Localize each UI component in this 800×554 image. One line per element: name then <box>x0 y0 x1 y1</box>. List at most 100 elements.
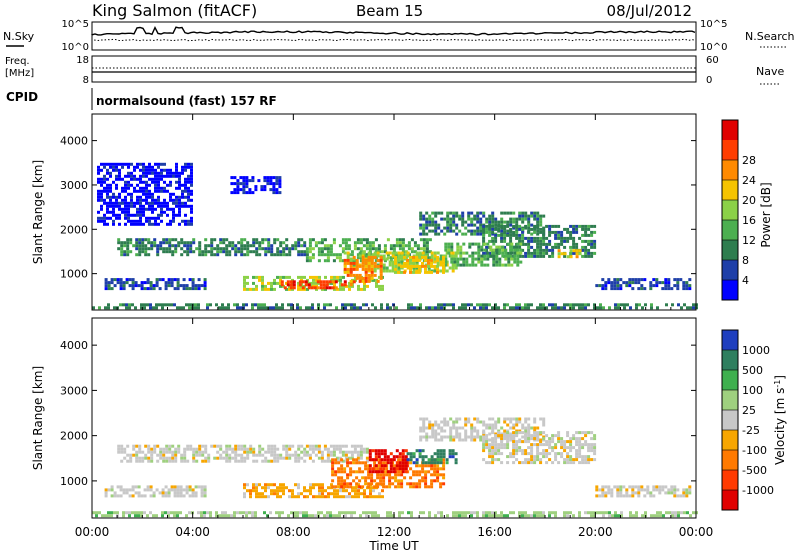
range-gate-cell <box>119 485 123 489</box>
range-gate-cell <box>308 447 312 451</box>
range-gate-cell <box>659 514 662 518</box>
range-gate-cell <box>404 253 408 257</box>
range-gate-cell <box>400 479 404 483</box>
range-gate-cell <box>167 284 171 288</box>
range-gate-cell <box>242 179 246 183</box>
range-gate-cell <box>655 278 659 282</box>
range-gate-cell <box>504 254 508 258</box>
range-gate-cell <box>242 188 246 192</box>
range-gate-cell <box>404 464 408 468</box>
range-gate-cell <box>485 511 488 515</box>
range-gate-cell <box>479 211 483 215</box>
range-gate-cell <box>305 306 308 310</box>
range-gate-cell <box>191 281 195 285</box>
range-gate-cell <box>187 192 190 196</box>
range-gate-cell <box>512 461 516 465</box>
range-gate-cell <box>297 281 300 285</box>
range-gate-cell <box>482 435 486 439</box>
range-gate-cell <box>601 494 605 498</box>
range-gate-cell <box>607 485 611 489</box>
range-gate-cell <box>169 195 172 199</box>
range-gate-cell <box>676 494 680 498</box>
range-gate-cell <box>425 426 429 430</box>
range-gate-cell <box>225 247 229 251</box>
range-gate-cell <box>103 165 106 169</box>
range-gate-cell <box>428 256 432 260</box>
range-gate-cell <box>200 491 204 495</box>
range-gate-cell <box>356 238 360 242</box>
range-gate-cell <box>444 263 448 267</box>
range-gate-cell <box>436 455 440 459</box>
range-gate-cell <box>385 473 389 477</box>
range-gate-cell <box>572 249 576 253</box>
range-gate-cell <box>200 511 203 515</box>
range-gate-cell <box>375 278 378 282</box>
range-gate-cell <box>322 283 326 287</box>
range-gate-cell <box>186 459 190 463</box>
range-gate-cell <box>139 186 142 190</box>
range-gate-cell <box>195 453 199 457</box>
range-gate-cell <box>167 494 171 498</box>
range-gate-cell <box>171 453 175 457</box>
range-gate-cell <box>458 432 462 436</box>
range-gate-cell <box>359 447 363 451</box>
range-gate-cell <box>124 174 127 178</box>
range-gate-cell <box>264 459 268 463</box>
range-gate-cell <box>276 250 280 254</box>
colorbar-tick-label: 20 <box>742 194 756 207</box>
range-gate-cell <box>100 162 103 166</box>
range-gate-cell <box>166 201 169 205</box>
range-gate-cell <box>303 489 306 493</box>
range-gate-cell <box>658 491 662 495</box>
range-gate-cell <box>246 453 250 457</box>
range-gate-cell <box>506 514 509 518</box>
range-gate-cell <box>620 514 623 518</box>
range-gate-cell <box>294 456 298 460</box>
range-gate-cell <box>509 227 513 231</box>
range-gate-cell <box>359 444 363 448</box>
range-gate-cell <box>545 236 549 240</box>
range-gate-cell <box>379 273 383 277</box>
range-gate-cell <box>178 207 181 211</box>
range-gate-cell <box>120 253 124 257</box>
range-gate-cell <box>489 245 493 249</box>
range-gate-cell <box>560 443 564 447</box>
range-gate-cell <box>601 287 605 291</box>
range-gate-cell <box>297 253 301 257</box>
range-gate-cell <box>566 440 570 444</box>
range-gate-cell <box>131 511 134 515</box>
range-gate-cell <box>421 264 424 268</box>
range-gate-cell <box>320 511 323 515</box>
range-gate-cell <box>381 287 384 291</box>
range-gate-cell <box>494 437 498 441</box>
range-gate-cell <box>539 461 543 465</box>
x-tick-label: 20:00 <box>578 525 613 539</box>
range-gate-cell <box>150 459 154 463</box>
range-gate-cell <box>398 461 402 465</box>
range-gate-cell <box>434 226 438 230</box>
range-gate-cell <box>638 303 641 307</box>
range-gate-cell <box>578 461 582 465</box>
range-gate-cell <box>497 417 501 421</box>
range-gate-cell <box>288 287 291 291</box>
range-gate-cell <box>106 216 109 220</box>
range-gate-cell <box>421 467 425 471</box>
range-gate-cell <box>263 188 267 192</box>
range-gate-cell <box>285 253 289 257</box>
range-gate-cell <box>303 486 306 490</box>
range-gate-cell <box>285 444 289 448</box>
range-gate-cell <box>385 266 389 270</box>
range-gate-cell <box>340 476 344 480</box>
range-gate-cell <box>554 224 558 228</box>
range-gate-cell <box>338 256 342 260</box>
range-gate-cell <box>452 223 456 227</box>
range-gate-cell <box>357 489 360 493</box>
range-gate-cell <box>401 247 405 251</box>
range-gate-cell <box>409 452 413 456</box>
range-gate-cell <box>110 494 114 498</box>
range-gate-cell <box>187 180 190 184</box>
range-gate-cell <box>548 248 552 252</box>
range-gate-cell <box>103 198 106 202</box>
range-gate-cell <box>452 211 456 215</box>
range-gate-cell <box>148 201 151 205</box>
